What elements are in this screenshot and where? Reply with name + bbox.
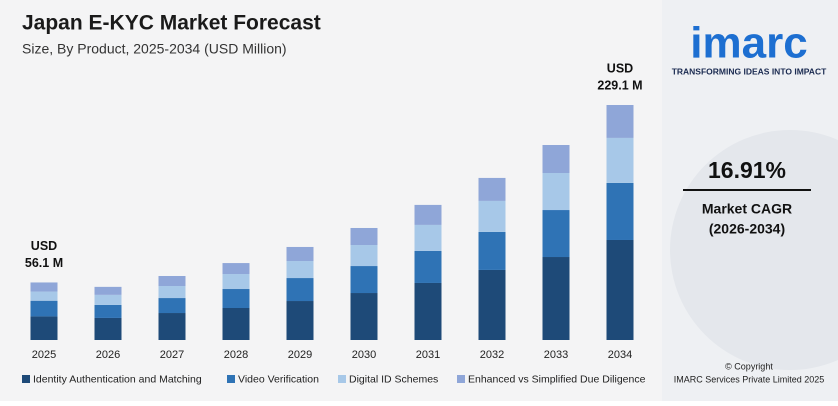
x-tick-label: 2029 — [288, 349, 312, 361]
bar-segment — [606, 105, 634, 138]
legend-swatch — [457, 375, 465, 383]
bar-segment — [158, 298, 186, 314]
legend-label: Video Verification — [238, 373, 319, 385]
company: IMARC Services Private Limited 2025 — [674, 374, 825, 384]
bar-segment — [606, 137, 634, 183]
bar-segment — [542, 257, 570, 340]
x-tick-label: 2032 — [480, 349, 504, 361]
legend-label: Digital ID Schemes — [349, 373, 438, 385]
bar-segment — [414, 224, 442, 251]
bar-segment — [222, 307, 250, 340]
chart-subtitle: Size, By Product, 2025-2034 (USD Million… — [22, 41, 287, 57]
bar-segment — [350, 266, 378, 294]
bar-segment — [30, 316, 58, 340]
bar-segment — [158, 275, 186, 287]
copyright: © Copyright — [725, 361, 773, 371]
bar-segment — [222, 274, 250, 290]
bar-segment — [542, 145, 570, 174]
bar-segment — [478, 269, 506, 340]
bar-segment — [158, 286, 186, 299]
bar-segment — [94, 317, 122, 340]
annotation: 56.1 M — [25, 256, 63, 270]
legend-swatch — [227, 375, 235, 383]
bar-segment — [606, 239, 634, 340]
annotation: 229.1 M — [597, 78, 642, 92]
tagline: TRANSFORMING IDEAS INTO IMPACT — [672, 66, 827, 76]
bar-segment — [286, 246, 314, 262]
x-tick-label: 2028 — [224, 349, 248, 361]
bar-segment — [30, 300, 58, 317]
bar-segment — [350, 293, 378, 340]
bar-segment — [350, 245, 378, 267]
bar-segment — [478, 177, 506, 201]
x-tick-label: 2033 — [544, 349, 568, 361]
annotation: USD — [607, 61, 633, 75]
bar-segment — [286, 301, 314, 340]
bar-segment — [478, 200, 506, 232]
legend-swatch — [22, 375, 30, 383]
x-tick-label: 2031 — [416, 349, 440, 361]
bar-segment — [30, 282, 58, 292]
bar-segment — [542, 173, 570, 211]
chart-title: Japan E-KYC Market Forecast — [22, 12, 321, 35]
legend-swatch — [338, 375, 346, 383]
x-tick-label: 2025 — [32, 349, 56, 361]
cagr-period: (2026-2034) — [709, 221, 785, 237]
bar-segment — [94, 294, 122, 305]
annotation: USD — [31, 239, 57, 253]
bar-segment — [222, 289, 250, 308]
bar-segment — [350, 227, 378, 246]
x-tick-label: 2030 — [352, 349, 376, 361]
x-tick-label: 2034 — [608, 349, 632, 361]
bar-segment — [286, 278, 314, 302]
bar-segment — [414, 250, 442, 283]
legend-label: Enhanced vs Simplified Due Diligence — [468, 373, 646, 385]
x-tick-label: 2027 — [160, 349, 184, 361]
logo: imarc — [690, 19, 807, 68]
cagr-label: Market CAGR — [702, 201, 792, 217]
bar-segment — [414, 204, 442, 225]
legend-label: Identity Authentication and Matching — [33, 373, 202, 385]
bar-segment — [478, 231, 506, 270]
bar-segment — [222, 263, 250, 275]
x-tick-label: 2026 — [96, 349, 120, 361]
bar-segment — [542, 210, 570, 258]
bar-segment — [414, 282, 442, 340]
bar-segment — [158, 313, 186, 340]
cagr-value: 16.91% — [708, 157, 786, 183]
plot: 2025 2026 2027 2028 2029 2030 2031 2032 2033 2034… — [25, 61, 643, 361]
bar-segment — [606, 182, 634, 240]
bar-segment — [94, 286, 122, 295]
bar-segment — [30, 291, 58, 301]
bar-segment — [286, 261, 314, 279]
legend: Identity Authentication and Matching Vide… — [22, 373, 646, 385]
bar-segment — [94, 304, 122, 318]
